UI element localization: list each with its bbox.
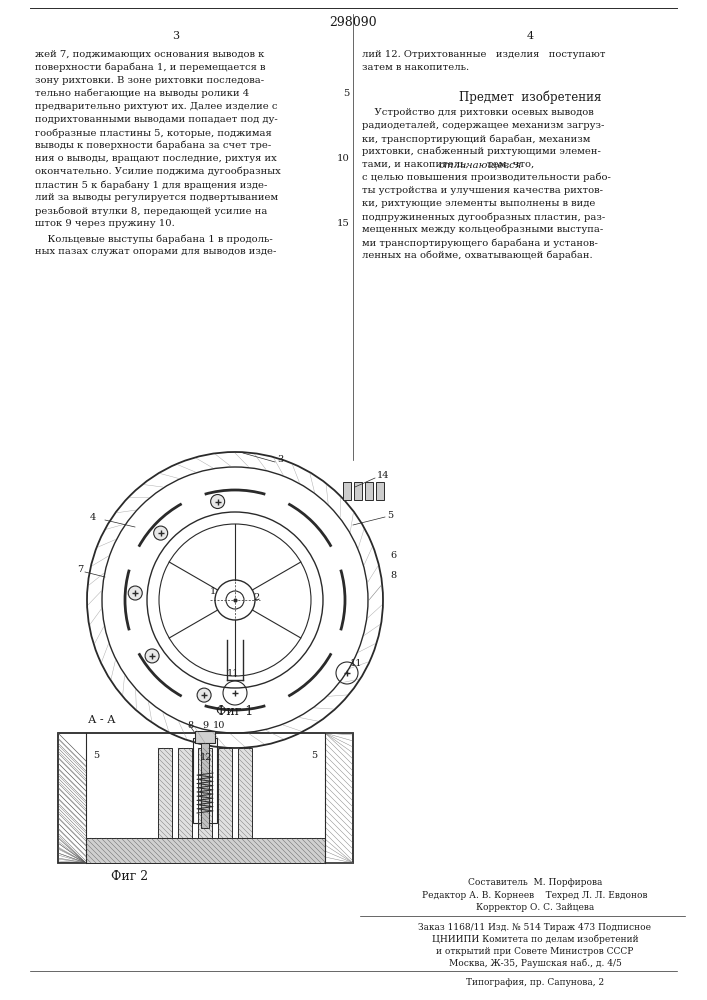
Text: 11: 11 [350, 658, 363, 668]
Text: пластин 5 к барабану 1 для вращения изде-: пластин 5 к барабану 1 для вращения изде… [35, 180, 267, 190]
Text: Корректор О. С. Зайцева: Корректор О. С. Зайцева [476, 903, 594, 912]
Text: Редактор А. В. Корнеев    Техред Л. Л. Евдонов: Редактор А. В. Корнеев Техред Л. Л. Евдо… [422, 891, 648, 900]
Bar [178, 748, 192, 838]
Text: 8: 8 [390, 570, 396, 580]
Text: ки, рихтующие элементы выполнены в виде: ки, рихтующие элементы выполнены в виде [362, 199, 595, 208]
Bar [238, 748, 252, 838]
Bar [86, 838, 325, 863]
Text: ки, транспортирующий барабан, механизм: ки, транспортирующий барабан, механизм [362, 134, 590, 143]
Text: зону рихтовки. В зоне рихтовки последова-: зону рихтовки. В зоне рихтовки последова… [35, 76, 264, 85]
Text: окончательно. Усилие поджима дугообразных: окончательно. Усилие поджима дугообразны… [35, 167, 281, 176]
Text: 15: 15 [337, 219, 350, 228]
Bar [218, 748, 232, 838]
Text: лий за выводы регулируется подвертыванием: лий за выводы регулируется подвертывание… [35, 193, 278, 202]
Bar [365, 482, 373, 500]
Text: 2: 2 [253, 592, 259, 601]
Bar [193, 738, 217, 823]
Text: мещенных между кольцеобразными выступа-: мещенных между кольцеобразными выступа- [362, 225, 603, 234]
Text: 14: 14 [377, 472, 390, 481]
Bar [354, 482, 362, 500]
Text: ных пазах служат опорами для выводов изде-: ных пазах служат опорами для выводов изд… [35, 247, 276, 256]
Circle shape [128, 586, 142, 600]
Text: рихтовки, снабженный рихтующими элемен-: рихтовки, снабженный рихтующими элемен- [362, 147, 601, 156]
Text: с целью повышения производительности рабо-: с целью повышения производительности раб… [362, 173, 611, 182]
Text: Москва, Ж-35, Раушская наб., д. 4/5: Москва, Ж-35, Раушская наб., д. 4/5 [448, 959, 621, 968]
Text: гообразные пластины 5, которые, поджимая: гообразные пластины 5, которые, поджимая [35, 128, 271, 137]
Text: лий 12. Отрихтованные   изделия   поступают: лий 12. Отрихтованные изделия поступают [362, 50, 605, 59]
Text: затем в накопитель.: затем в накопитель. [362, 63, 469, 72]
Text: 9: 9 [202, 722, 208, 730]
Text: ленных на обойме, охватывающей барабан.: ленных на обойме, охватывающей барабан. [362, 251, 592, 260]
Text: 3: 3 [277, 456, 284, 464]
Bar [201, 733, 209, 828]
Text: 5: 5 [311, 750, 317, 760]
Text: 4: 4 [527, 31, 534, 41]
Text: Составитель  М. Порфирова: Составитель М. Порфирова [468, 878, 602, 887]
Text: тами, и накопитель,: тами, и накопитель, [362, 160, 472, 169]
Text: 298090: 298090 [329, 15, 377, 28]
Text: А - А: А - А [88, 715, 115, 725]
Text: 5: 5 [93, 750, 99, 760]
Text: 4: 4 [90, 514, 96, 522]
Text: шток 9 через пружину 10.: шток 9 через пружину 10. [35, 219, 175, 228]
Text: резьбовой втулки 8, передающей усилие на: резьбовой втулки 8, передающей усилие на [35, 206, 267, 216]
Text: и открытий при Совете Министров СССР: и открытий при Совете Министров СССР [436, 947, 633, 956]
Text: ния о выводы, вращают последние, рихтуя их: ния о выводы, вращают последние, рихтуя … [35, 154, 276, 163]
Text: Заказ 1168/11 Изд. № 514 Тираж 473 Подписное: Заказ 1168/11 Изд. № 514 Тираж 473 Подпи… [419, 923, 651, 932]
Text: ты устройства и улучшения качества рихтов-: ты устройства и улучшения качества рихто… [362, 186, 603, 195]
Text: 5: 5 [387, 510, 393, 520]
Text: жей 7, поджимающих основания выводов к: жей 7, поджимающих основания выводов к [35, 50, 264, 59]
Circle shape [211, 495, 225, 509]
Text: Кольцевые выступы барабана 1 в продоль-: Кольцевые выступы барабана 1 в продоль- [35, 234, 273, 243]
Text: Фиг 1: Фиг 1 [216, 705, 254, 718]
Bar [343, 482, 351, 500]
Text: тем, что,: тем, что, [484, 160, 534, 169]
Text: тельно набегающие на выводы ролики 4: тельно набегающие на выводы ролики 4 [35, 89, 250, 99]
Circle shape [145, 649, 159, 663]
Text: поверхности барабана 1, и перемещается в: поверхности барабана 1, и перемещается в [35, 63, 266, 73]
Text: подпружиненных дугообразных пластин, раз-: подпружиненных дугообразных пластин, раз… [362, 212, 605, 222]
Text: 3: 3 [173, 31, 180, 41]
Bar [376, 482, 384, 500]
Text: выводы к поверхности барабана за счет тре-: выводы к поверхности барабана за счет тр… [35, 141, 271, 150]
Text: Типография, пр. Сапунова, 2: Типография, пр. Сапунова, 2 [466, 978, 604, 987]
Text: 10: 10 [213, 722, 226, 730]
Text: Устройство для рихтовки осевых выводов: Устройство для рихтовки осевых выводов [362, 108, 594, 117]
Circle shape [153, 526, 168, 540]
Text: ми транспортирующего барабана и установ-: ми транспортирующего барабана и установ- [362, 238, 598, 247]
Bar [195, 731, 215, 743]
Text: отличающееся: отличающееся [438, 160, 522, 169]
Text: 11: 11 [227, 668, 240, 678]
Text: Предмет  изобретения: Предмет изобретения [459, 90, 601, 104]
Bar [58, 733, 353, 863]
Text: предварительно рихтуют их. Далее изделие с: предварительно рихтуют их. Далее изделие… [35, 102, 278, 111]
Text: 6: 6 [390, 550, 396, 560]
Text: ЦНИИПИ Комитета по делам изобретений: ЦНИИПИ Комитета по делам изобретений [432, 935, 638, 944]
Text: радиодеталей, содержащее механизм загруз-: радиодеталей, содержащее механизм загруз… [362, 121, 604, 130]
Circle shape [197, 688, 211, 702]
Bar [198, 748, 212, 838]
Text: 5: 5 [344, 89, 350, 98]
Text: 1: 1 [210, 587, 216, 596]
Text: 10: 10 [337, 154, 350, 163]
Text: подрихтованными выводами попадает под ду-: подрихтованными выводами попадает под ду… [35, 115, 278, 124]
Text: 8: 8 [187, 722, 193, 730]
Text: Фиг 2: Фиг 2 [112, 870, 148, 883]
Bar [158, 748, 172, 838]
Text: 7: 7 [77, 566, 83, 574]
Text: 12: 12 [200, 754, 213, 762]
